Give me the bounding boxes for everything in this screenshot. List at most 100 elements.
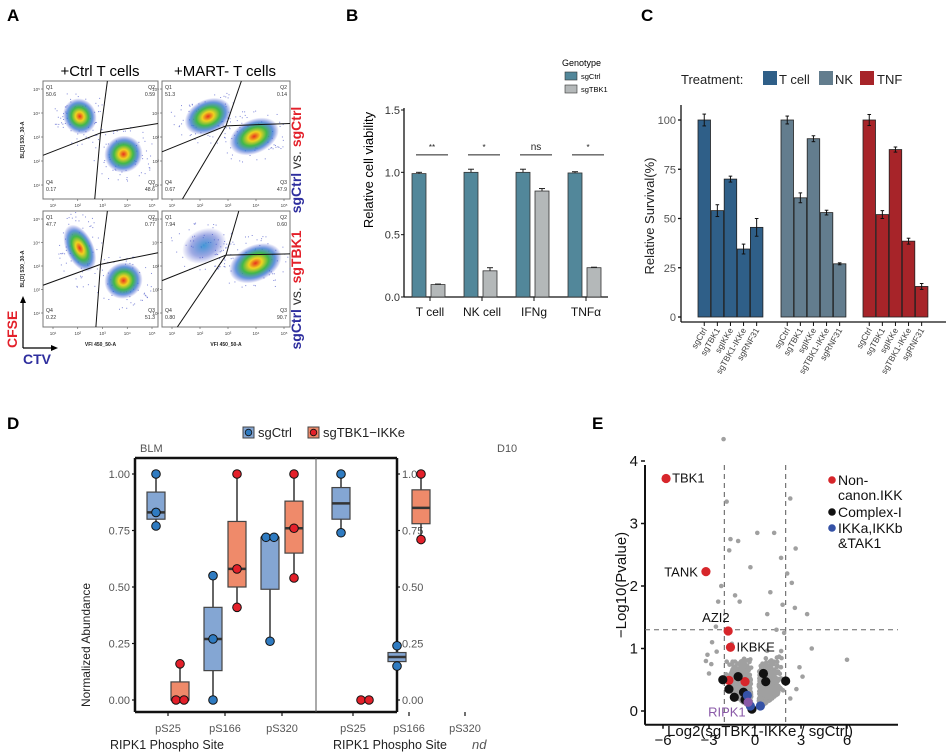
- flow-event: [223, 258, 225, 260]
- quadrant-name-q3: Q3: [280, 308, 287, 314]
- b-legend-swatch-sgtbk1: [564, 84, 578, 94]
- flow-event: [197, 142, 199, 144]
- flow-event: [97, 139, 99, 141]
- y-tick-label: 10²: [33, 288, 40, 293]
- flow-event: [138, 141, 140, 143]
- x-axis-label: VFl 450_50-A: [210, 342, 242, 348]
- flow-event: [125, 260, 127, 262]
- flow-event: [219, 266, 221, 268]
- e-protein-point: [728, 536, 733, 542]
- flow-event: [62, 126, 64, 128]
- quadrant-value-q1: 51.3: [165, 92, 175, 98]
- flow-event: [262, 236, 264, 238]
- flow-event: [90, 225, 92, 227]
- flow-event: [194, 223, 196, 225]
- x-tick-label: 10²: [74, 203, 81, 208]
- flow-event: [233, 243, 235, 245]
- gate-line: [100, 80, 108, 133]
- flow-event: [147, 163, 149, 165]
- e-protein-point: [769, 695, 775, 701]
- c-y-tick-label: 0: [670, 312, 676, 324]
- y-tick-label: 10¹: [152, 183, 159, 188]
- volcano-plot: −Log10(Pvalue) Log2(sgTBK1-IKKe / sgCtrl…: [613, 436, 903, 749]
- flow-event: [113, 131, 115, 133]
- flow-event: [62, 252, 64, 254]
- flow-event: [59, 257, 61, 259]
- y-tick-label: 10⁴: [33, 111, 40, 116]
- flow-event: [144, 140, 146, 142]
- quadrant-value-q4: 0.17: [46, 187, 56, 193]
- flow-event: [232, 257, 234, 259]
- flow-event: [75, 216, 77, 218]
- flow-event: [89, 226, 91, 228]
- x-tick-label: 10⁴: [124, 203, 131, 208]
- e-y-tick-label: 1: [630, 641, 638, 658]
- flow-event: [62, 232, 64, 234]
- quadrant-value-q2: 0.14: [277, 92, 287, 98]
- e-protein-point: [793, 546, 798, 551]
- flow-event: [85, 136, 87, 138]
- flow-event: [57, 126, 59, 128]
- gate-line: [225, 122, 291, 127]
- quadrant-value-q4: 0.67: [165, 187, 175, 193]
- flow-event: [276, 113, 278, 115]
- d-data-point: [416, 534, 426, 545]
- flow-event: [142, 131, 144, 133]
- d-y-tick-label-left: 0.00: [109, 695, 130, 707]
- quadrant-name-q4: Q4: [46, 308, 53, 314]
- e-protein-point: [715, 599, 721, 604]
- flow-event: [272, 148, 274, 150]
- flow-event: [273, 279, 275, 281]
- flow-event: [98, 111, 100, 113]
- y-tick-label: 10⁴: [33, 241, 40, 246]
- quadrant-value-q2: 0.60: [277, 222, 287, 228]
- quadrant-value-q4: 0.22: [46, 315, 56, 321]
- y-tick-label: 10⁵: [152, 217, 159, 222]
- flow-event: [230, 233, 232, 235]
- flow-event: [105, 143, 107, 145]
- flow-event: [225, 127, 227, 129]
- e-x-tick-label: −6: [654, 732, 671, 749]
- flow-event: [275, 146, 277, 148]
- flow-event: [223, 95, 225, 97]
- flow-event: [146, 158, 148, 160]
- flow-event: [84, 216, 86, 218]
- b-significance-label: *: [586, 143, 589, 152]
- e-protein-point: [714, 649, 719, 654]
- y-tick-label: 10³: [152, 135, 159, 140]
- flow-event: [66, 93, 68, 95]
- flow-event: [103, 161, 105, 163]
- e-labeled-point: [723, 626, 733, 636]
- d-data-point: [289, 523, 299, 534]
- flow-event: [246, 117, 248, 119]
- b-bar-sgtbk1: [482, 270, 498, 298]
- e-highlight-point: [729, 692, 739, 702]
- quadrant-name-q3: Q3: [148, 180, 155, 186]
- e-protein-point: [781, 630, 787, 636]
- flow-event: [97, 237, 99, 239]
- flow-event: [60, 253, 62, 255]
- e-protein-point: [742, 661, 748, 666]
- flow-event: [242, 161, 244, 163]
- flow-event: [194, 138, 196, 140]
- e-xlabel: Log2(sgTBK1-IKKe / sgCtrl): [667, 723, 853, 740]
- x-tick-label: 10²: [74, 331, 81, 336]
- e-protein-point: [742, 658, 748, 663]
- gate-line: [176, 254, 227, 328]
- d-legend-point-sgtbk1-ikke: [309, 428, 318, 437]
- flow-event: [225, 141, 227, 143]
- flow-event: [151, 143, 153, 145]
- e-highlight-point: [742, 690, 752, 700]
- flow-event: [215, 265, 217, 267]
- flow-plot-frame: [42, 80, 159, 200]
- flow-event: [235, 116, 237, 118]
- e-protein-point: [766, 689, 772, 694]
- flow-event: [81, 143, 83, 145]
- flow-event: [132, 256, 134, 258]
- quadrant-name-q1: Q1: [165, 215, 172, 221]
- flow-event: [280, 148, 282, 150]
- d-data-point: [151, 507, 161, 518]
- flow-event: [54, 123, 56, 125]
- column-title-ctrl: +Ctrl T cells: [60, 63, 139, 80]
- flow-event: [140, 299, 142, 301]
